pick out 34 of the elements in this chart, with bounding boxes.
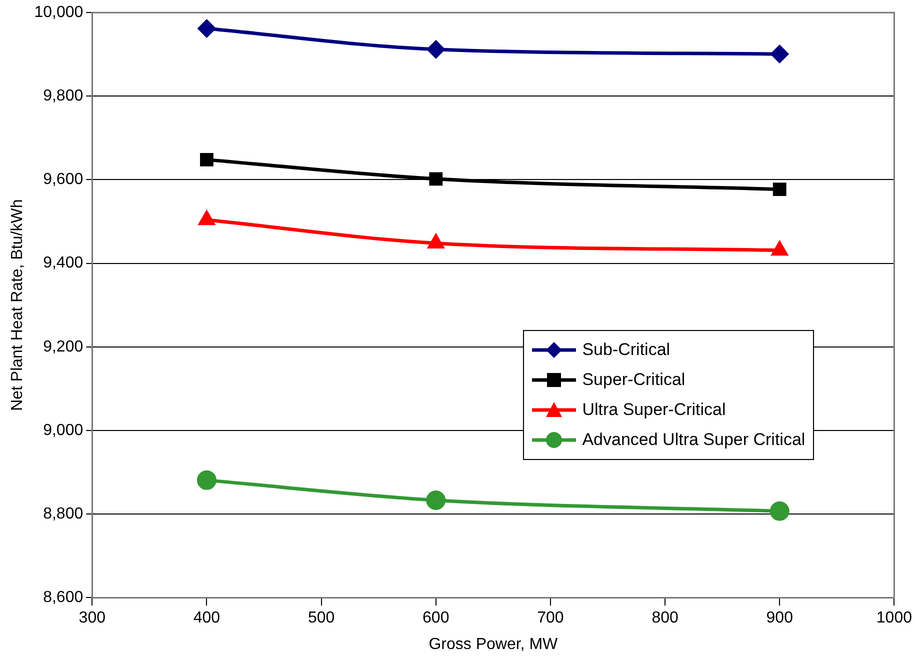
x-axis-title: Gross Power, MW bbox=[428, 636, 559, 653]
y-tick-label: 8,600 bbox=[43, 589, 84, 606]
x-tick-label: 500 bbox=[308, 610, 335, 627]
point bbox=[196, 470, 216, 490]
point bbox=[772, 182, 786, 196]
point bbox=[770, 501, 790, 521]
point bbox=[429, 172, 443, 186]
x-tick-label: 1000 bbox=[876, 610, 912, 627]
y-tick-label: 9,800 bbox=[43, 88, 84, 105]
y-tick-label: 9,200 bbox=[43, 338, 84, 356]
y-tick-label: 9,000 bbox=[43, 422, 84, 439]
point bbox=[428, 234, 444, 249]
legend-label: Ultra Super-Critical bbox=[582, 400, 726, 420]
point bbox=[198, 211, 215, 226]
legend-label: Sub-Critical bbox=[582, 340, 670, 360]
x-tick-label: 800 bbox=[652, 610, 678, 627]
x-tick-label: 700 bbox=[537, 610, 564, 627]
point bbox=[200, 152, 214, 166]
point bbox=[427, 40, 445, 58]
legend-label: Super-Critical bbox=[582, 370, 686, 390]
y-axis-title: Net Plant Heat Rate, Btu/kWh bbox=[9, 199, 26, 411]
y-tick-label: 8,800 bbox=[43, 505, 84, 522]
point bbox=[772, 242, 788, 256]
x-tick-label: 900 bbox=[766, 610, 794, 627]
x-tick-label: 600 bbox=[422, 610, 450, 627]
point bbox=[198, 20, 216, 38]
y-tick-label: 9,400 bbox=[43, 254, 84, 272]
point bbox=[770, 45, 788, 63]
y-tick-label: 10,000 bbox=[34, 4, 84, 22]
point bbox=[426, 490, 446, 510]
y-tick-label: 9,600 bbox=[43, 171, 84, 188]
x-tick-label: 400 bbox=[193, 610, 220, 627]
x-tick-label: 300 bbox=[78, 610, 106, 627]
legend-label: Advanced Ultra Super Critical bbox=[582, 430, 806, 450]
